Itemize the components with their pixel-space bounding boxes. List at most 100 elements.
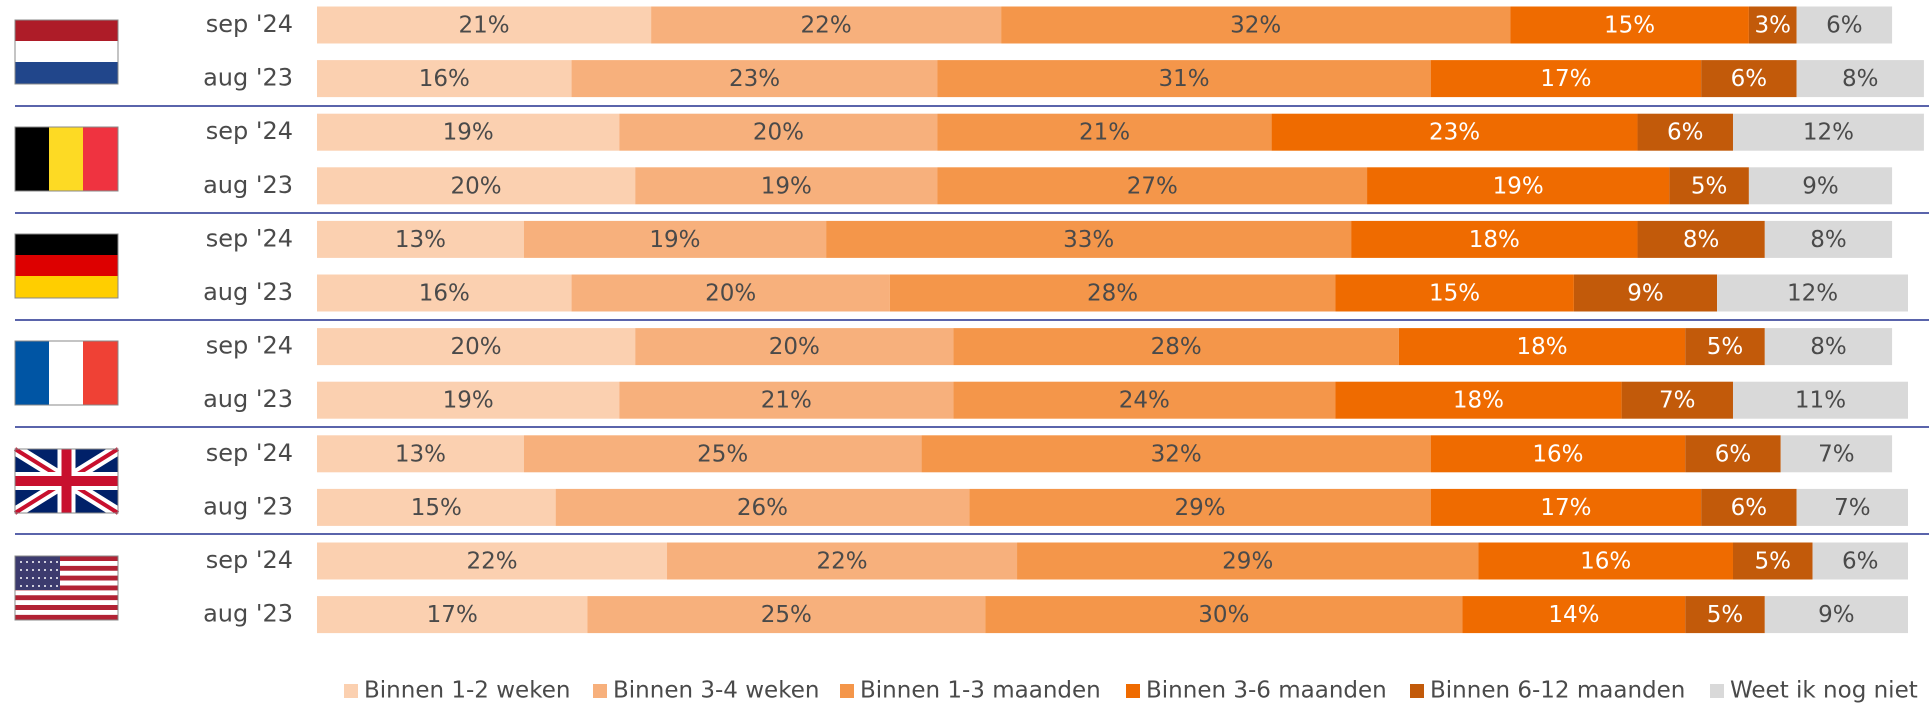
- bar-segment: [953, 381, 1336, 419]
- bar-segment: [1685, 596, 1765, 634]
- flag-uk: [11, 443, 122, 519]
- bar-segment: [1717, 274, 1908, 312]
- bar-segment: [317, 381, 620, 419]
- bar-segment: [651, 6, 1002, 44]
- bar-segment: [1812, 542, 1908, 580]
- data-label: 22%: [816, 549, 867, 575]
- bar-segment: [317, 435, 524, 473]
- legend-swatch: [840, 684, 854, 698]
- data-label: 15%: [411, 495, 462, 521]
- data-label: 18%: [1453, 388, 1504, 414]
- bar-segment: [635, 328, 954, 366]
- legend-swatch: [1410, 684, 1424, 698]
- data-label: 26%: [737, 495, 788, 521]
- flag-fr: [14, 340, 119, 406]
- legend-label: Binnen 3-4 weken: [613, 678, 819, 704]
- y-tick-label: sep '24: [206, 439, 293, 467]
- bar-segment: [635, 167, 938, 205]
- data-label: 9%: [1802, 173, 1839, 199]
- bar-segment: [523, 220, 827, 258]
- data-label: 16%: [419, 66, 470, 92]
- bar-segment: [523, 435, 922, 473]
- bar-segment: [953, 328, 1399, 366]
- bar-segment: [1637, 220, 1765, 258]
- data-label: 13%: [395, 227, 446, 253]
- legend-label: Binnen 3-6 maanden: [1146, 678, 1387, 704]
- data-label: 12%: [1787, 281, 1838, 307]
- bar-segment: [571, 274, 890, 312]
- legend-swatch: [1710, 684, 1724, 698]
- data-label: 20%: [769, 334, 820, 360]
- bar-segment: [1367, 167, 1670, 205]
- bar-segment: [317, 542, 668, 580]
- bar-segment: [1335, 381, 1622, 419]
- bar-segment: [1017, 542, 1479, 580]
- bar-segment: [317, 60, 572, 98]
- bar-segment: [1732, 542, 1813, 580]
- y-tick-label: aug '23: [203, 278, 293, 306]
- data-label: 6%: [1731, 66, 1768, 92]
- bar-segment: [1732, 113, 1924, 151]
- legend-label: Binnen 1-2 weken: [364, 678, 570, 704]
- bar-segment: [1748, 167, 1893, 205]
- data-label: 16%: [1532, 441, 1583, 467]
- data-label: 32%: [1151, 441, 1202, 467]
- flag-nl: [14, 19, 119, 85]
- y-tick-label: sep '24: [206, 10, 293, 38]
- data-label: 21%: [458, 13, 509, 39]
- data-label: 14%: [1548, 602, 1599, 628]
- bar-segment: [1669, 167, 1749, 205]
- bar-segment: [1701, 60, 1797, 98]
- data-label: 22%: [801, 13, 852, 39]
- data-label: 7%: [1659, 388, 1696, 414]
- data-label: 16%: [419, 281, 470, 307]
- data-label: 13%: [395, 441, 446, 467]
- bar-segment: [937, 60, 1431, 98]
- bar-segment: [1685, 435, 1781, 473]
- data-label: 22%: [466, 549, 517, 575]
- data-label: 5%: [1707, 602, 1744, 628]
- bar-segment: [1796, 60, 1924, 98]
- bar-segment: [317, 596, 588, 634]
- data-label: 30%: [1198, 602, 1249, 628]
- data-label: 17%: [1540, 495, 1591, 521]
- data-label: 5%: [1755, 549, 1792, 575]
- y-tick-label: aug '23: [203, 385, 293, 413]
- y-tick-label: aug '23: [203, 492, 293, 520]
- bar-segment: [1001, 6, 1511, 44]
- data-label: 28%: [1151, 334, 1202, 360]
- data-label: 8%: [1842, 66, 1879, 92]
- data-label: 25%: [761, 602, 812, 628]
- data-label: 6%: [1842, 549, 1879, 575]
- data-label: 32%: [1230, 13, 1281, 39]
- data-label: 20%: [705, 281, 756, 307]
- data-label: 23%: [1429, 120, 1480, 146]
- bar-segment: [1780, 435, 1893, 473]
- bar-segment: [889, 274, 1336, 312]
- legend-label: Weet ik nog niet: [1730, 678, 1918, 704]
- data-label: 25%: [697, 441, 748, 467]
- bar-segment: [937, 167, 1368, 205]
- legend-label: Binnen 1-3 maanden: [860, 678, 1101, 704]
- flag-de: [14, 233, 119, 299]
- data-label: 24%: [1119, 388, 1170, 414]
- data-label: 18%: [1469, 227, 1520, 253]
- y-tick-label: aug '23: [203, 600, 293, 628]
- data-label: 18%: [1517, 334, 1568, 360]
- data-label: 15%: [1429, 281, 1480, 307]
- bar-segment: [937, 113, 1272, 151]
- data-label: 27%: [1127, 173, 1178, 199]
- data-label: 5%: [1691, 173, 1728, 199]
- data-label: 28%: [1087, 281, 1138, 307]
- legend-swatch: [344, 684, 358, 698]
- flag-us: [14, 555, 119, 621]
- separators: [15, 105, 1929, 535]
- data-label: 6%: [1667, 120, 1704, 146]
- bar-segment: [1764, 328, 1893, 366]
- bar-segment: [1430, 488, 1702, 526]
- data-label: 11%: [1795, 388, 1846, 414]
- bar-segment: [1351, 220, 1638, 258]
- data-label: 19%: [1493, 173, 1544, 199]
- legend-swatch: [1126, 684, 1140, 698]
